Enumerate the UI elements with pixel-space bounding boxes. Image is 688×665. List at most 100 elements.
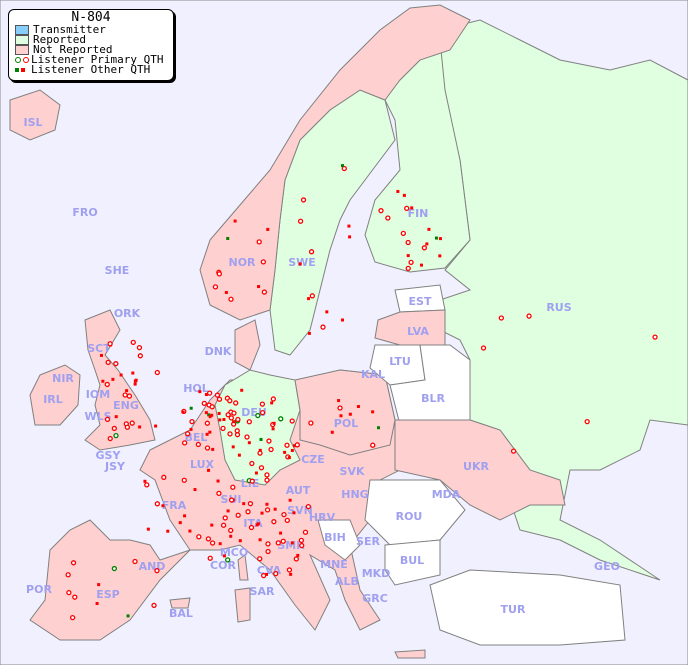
country-label-rou: ROU — [396, 510, 423, 523]
country-tur — [429, 569, 626, 646]
legend-label: Transmitter — [33, 23, 106, 36]
listener-primary-qth-marker — [249, 460, 255, 467]
country-label-geo: GEO — [594, 560, 620, 573]
country-label-nor: NOR — [228, 256, 256, 269]
country-label-mne: MNE — [320, 558, 348, 571]
listener-other-qth-marker — [402, 193, 406, 197]
country-label-bel: BEL — [185, 431, 208, 444]
country-label-fra: FRA — [162, 499, 187, 512]
country-label-ita: ITA — [243, 517, 263, 530]
listener-primary-qth-marker — [105, 359, 111, 366]
listener-other-qth-marker — [279, 531, 283, 535]
listener-primary-qth-marker — [408, 259, 414, 266]
listener-other-qth-marker — [207, 468, 211, 472]
listener-primary-qth-marker — [230, 484, 236, 490]
listener-other-qth-marker — [208, 415, 212, 419]
listener-primary-qth-marker — [258, 465, 265, 471]
listener-primary-qth-marker — [271, 519, 277, 525]
listener-primary-qth-marker — [281, 512, 287, 518]
listener-primary-qth-marker — [266, 438, 272, 444]
map-title: N-804 — [71, 10, 111, 25]
listener-other-qth-marker — [205, 432, 209, 436]
listener-other-qth-marker — [166, 529, 170, 533]
country-label-por: POR — [26, 583, 52, 596]
listener-other-qth-marker — [256, 522, 260, 526]
listener-primary-qth-marker — [111, 425, 117, 432]
listener-other-qth-marker — [237, 453, 241, 457]
country-pol — [294, 369, 396, 456]
listener-primary-qth-marker — [404, 205, 410, 212]
country-label-isl: ISL — [23, 116, 42, 129]
listener-other-qth-marker — [143, 479, 147, 483]
listener-primary-qth-marker — [189, 419, 195, 425]
legend-label: Listener Primary QTH — [31, 53, 164, 66]
listener-other-qth-marker — [183, 514, 187, 518]
country-rus — [429, 19, 688, 581]
listener-other-qth-marker — [376, 426, 380, 430]
listener-other-qth-marker — [207, 413, 211, 417]
listener-primary-qth-marker — [273, 571, 279, 577]
listener-primary-qth-marker — [298, 537, 305, 544]
listener-other-qth-marker — [138, 425, 142, 429]
listener-primary-qth-marker — [284, 442, 290, 448]
country-irl — [29, 364, 81, 426]
listener-primary-qth-marker — [228, 296, 234, 302]
listener-primary-qth-marker — [113, 432, 119, 439]
listener-primary-qth-marker — [231, 410, 237, 416]
listener-primary-qth-marker — [220, 425, 226, 432]
listener-other-qth-marker — [208, 430, 212, 434]
listener-other-qth-marker — [181, 410, 185, 414]
listener-primary-qth-marker — [72, 594, 78, 600]
listener-primary-qth-marker — [246, 419, 252, 425]
listener-other-qth-marker — [348, 412, 352, 416]
listener-primary-qth-marker — [370, 442, 376, 448]
listener-primary-qth-marker — [256, 239, 262, 245]
circle-marker-icon — [15, 57, 29, 63]
listener-primary-qth-marker — [275, 540, 281, 546]
listener-primary-qth-marker — [184, 431, 191, 437]
legend-transmitter: Transmitter — [9, 23, 173, 36]
listener-other-qth-marker — [210, 523, 214, 527]
listener-primary-qth-marker — [220, 522, 227, 528]
listener-other-qth-marker — [260, 511, 264, 515]
listener-other-qth-marker — [265, 572, 269, 576]
listener-other-qth-marker — [288, 498, 292, 502]
listener-primary-qth-marker — [225, 557, 231, 563]
listener-primary-qth-marker — [130, 339, 136, 346]
country-nor — [199, 4, 471, 321]
country-label-sar: SAR — [250, 585, 275, 598]
listener-primary-qth-marker — [66, 589, 72, 596]
listener-other-qth-marker — [229, 534, 233, 538]
listener-primary-qth-marker — [297, 218, 304, 224]
country-label-jsy: JSY — [104, 460, 126, 473]
listener-other-qth-marker — [224, 290, 228, 294]
country-bih — [317, 519, 361, 561]
listener-primary-qth-marker — [385, 215, 391, 221]
listener-primary-qth-marker — [144, 482, 150, 488]
listener-other-qth-marker — [222, 418, 226, 422]
listener-primary-qth-marker — [107, 435, 113, 442]
listener-primary-qth-marker — [255, 412, 261, 419]
listener-primary-qth-marker — [268, 446, 274, 453]
listener-primary-qth-marker — [264, 507, 271, 513]
listener-primary-qth-marker — [204, 445, 211, 451]
listener-other-qth-marker — [287, 456, 291, 460]
listener-other-qth-marker — [266, 227, 270, 231]
listener-primary-qth-marker — [259, 409, 266, 416]
legend-primary-qth: Listener Primary QTH — [9, 53, 173, 66]
listener-other-qth-marker — [111, 377, 115, 381]
listener-primary-qth-marker — [652, 334, 658, 340]
country-bal — [169, 597, 191, 609]
listener-primary-qth-marker — [201, 400, 207, 407]
country-label-dnk: DNK — [205, 345, 232, 358]
country-label-gsy: GSY — [96, 449, 122, 462]
listener-primary-qth-marker — [294, 442, 300, 448]
listener-other-qth-marker — [434, 236, 438, 240]
country-dnk — [234, 319, 261, 371]
country-label-pol: POL — [334, 417, 358, 430]
listener-primary-qth-marker — [584, 418, 590, 425]
listener-primary-qth-marker — [70, 560, 77, 566]
listener-primary-qth-marker — [421, 245, 428, 251]
listener-other-qth-marker — [257, 285, 261, 289]
